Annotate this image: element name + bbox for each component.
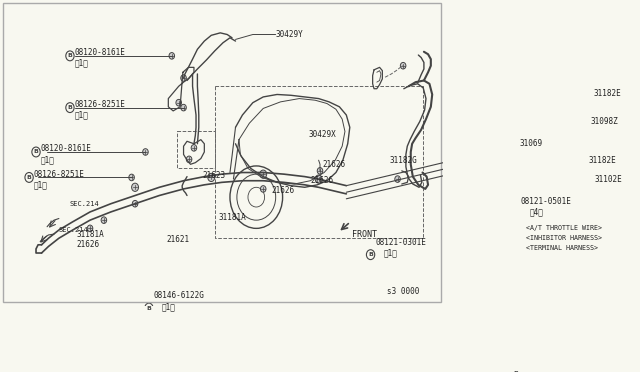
Text: （1）: （1）: [75, 59, 89, 68]
Circle shape: [180, 104, 186, 111]
Text: 08146-6122G: 08146-6122G: [154, 291, 205, 300]
Text: 31069: 31069: [520, 139, 543, 148]
Text: 08121-0501E: 08121-0501E: [521, 197, 572, 206]
Text: B: B: [147, 305, 151, 311]
Circle shape: [260, 186, 266, 192]
Text: 21621: 21621: [166, 235, 189, 244]
Text: 08126-8251E: 08126-8251E: [75, 100, 125, 109]
Circle shape: [129, 174, 134, 181]
Text: B: B: [513, 371, 518, 372]
Text: （1）: （1）: [384, 248, 397, 257]
Text: B: B: [68, 53, 72, 58]
Text: 21626: 21626: [310, 176, 333, 185]
Text: SEC.214: SEC.214: [69, 201, 99, 207]
Text: 21626: 21626: [322, 160, 345, 169]
Text: 31182E: 31182E: [594, 89, 621, 98]
Circle shape: [186, 156, 192, 163]
Circle shape: [208, 173, 215, 182]
Circle shape: [395, 176, 401, 182]
Text: 30429Y: 30429Y: [276, 30, 303, 39]
Text: （1）: （1）: [75, 110, 89, 119]
Text: B: B: [68, 105, 72, 110]
Circle shape: [87, 225, 93, 232]
Text: B: B: [368, 252, 373, 257]
Text: <INHIBITOR HARNESS>: <INHIBITOR HARNESS>: [527, 235, 602, 241]
Circle shape: [176, 99, 182, 106]
Text: 08120-8161E: 08120-8161E: [40, 144, 91, 153]
Text: s3 0000: s3 0000: [387, 287, 419, 296]
Text: 08121-0301E: 08121-0301E: [376, 238, 426, 247]
Text: SEC.214: SEC.214: [58, 227, 88, 233]
Text: 30429X: 30429X: [308, 130, 336, 139]
Text: 21626: 21626: [271, 186, 294, 195]
Text: （1）: （1）: [33, 180, 47, 189]
Text: 31182G: 31182G: [389, 156, 417, 165]
Circle shape: [260, 170, 267, 178]
Text: 31098Z: 31098Z: [590, 117, 618, 126]
Text: FRONT: FRONT: [352, 230, 377, 238]
Text: （4）: （4）: [530, 208, 544, 217]
Circle shape: [317, 167, 323, 174]
Text: 08126-8251E: 08126-8251E: [33, 170, 84, 179]
Text: B: B: [27, 175, 31, 180]
Text: （1）: （1）: [40, 155, 54, 164]
Text: （1）: （1）: [162, 302, 176, 311]
Text: 08120-8161E: 08120-8161E: [75, 48, 125, 57]
Text: 21626: 21626: [76, 240, 99, 249]
Circle shape: [143, 149, 148, 155]
Text: 31102E: 31102E: [595, 174, 622, 184]
Circle shape: [401, 62, 406, 69]
Circle shape: [132, 183, 138, 192]
Text: 21623: 21623: [202, 171, 225, 180]
Text: 31182E: 31182E: [589, 156, 616, 165]
Circle shape: [101, 217, 107, 224]
Text: 31181A: 31181A: [218, 213, 246, 222]
Circle shape: [510, 141, 515, 148]
Circle shape: [180, 75, 186, 81]
Text: <A/T THROTTLE WIRE>: <A/T THROTTLE WIRE>: [527, 225, 602, 231]
Text: 31181A: 31181A: [76, 230, 104, 238]
Circle shape: [315, 175, 322, 183]
Circle shape: [132, 201, 138, 207]
Text: <TERMINAL HARNESS>: <TERMINAL HARNESS>: [527, 245, 598, 251]
Text: B: B: [33, 150, 38, 154]
Circle shape: [169, 52, 175, 59]
Circle shape: [191, 145, 196, 151]
